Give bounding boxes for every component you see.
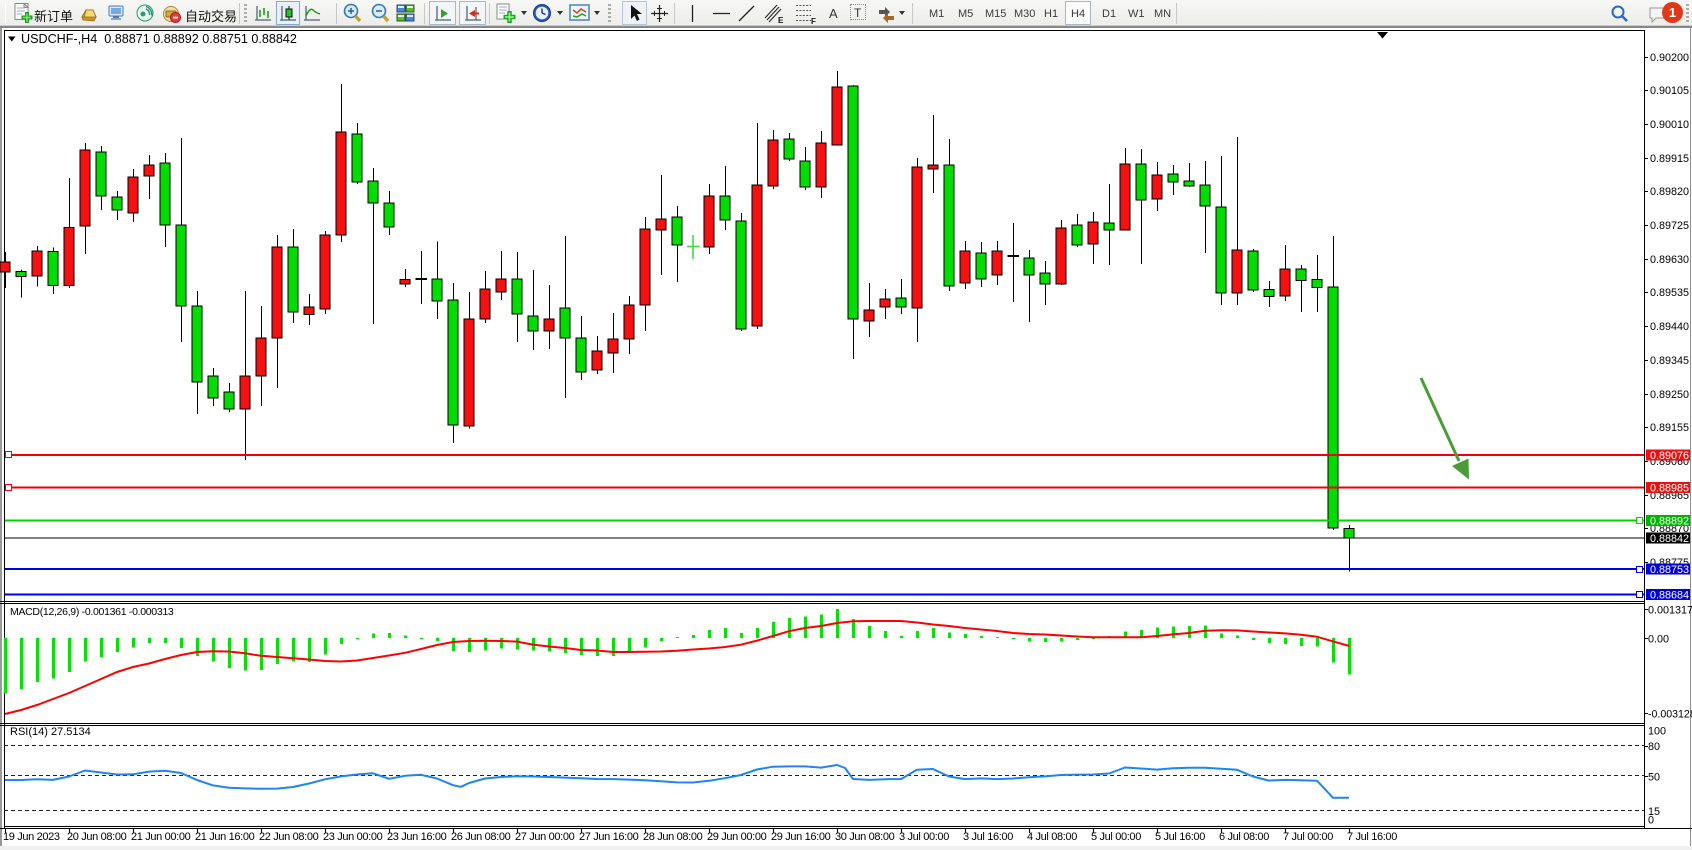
svg-text:15: 15 xyxy=(1648,806,1660,818)
svg-text:0.89440: 0.89440 xyxy=(1650,321,1689,333)
svg-text:0.88842: 0.88842 xyxy=(1650,533,1689,545)
svg-text:5 Jul 00:00: 5 Jul 00:00 xyxy=(1091,831,1141,843)
svg-text:4 Jul 08:00: 4 Jul 08:00 xyxy=(1027,831,1077,843)
svg-text:RSI(14) 27.5134: RSI(14) 27.5134 xyxy=(10,726,91,738)
svg-text:3 Jul 00:00: 3 Jul 00:00 xyxy=(899,831,949,843)
svg-text:0.89076: 0.89076 xyxy=(1650,450,1689,462)
svg-text:27 Jun 16:00: 27 Jun 16:00 xyxy=(579,831,639,843)
svg-text:5 Jul 16:00: 5 Jul 16:00 xyxy=(1155,831,1205,843)
svg-text:27 Jun 00:00: 27 Jun 00:00 xyxy=(515,831,575,843)
svg-text:23 Jun 00:00: 23 Jun 00:00 xyxy=(323,831,383,843)
svg-text:80: 80 xyxy=(1648,741,1660,753)
svg-text:0.90200: 0.90200 xyxy=(1650,52,1689,64)
svg-text:MACD(12,26,9) -0.001361 -0.000: MACD(12,26,9) -0.001361 -0.000313 xyxy=(10,606,174,618)
svg-text:0.89630: 0.89630 xyxy=(1650,254,1689,266)
svg-text:0.90105: 0.90105 xyxy=(1650,85,1689,97)
svg-text:0.88753: 0.88753 xyxy=(1650,564,1689,576)
svg-text:E: E xyxy=(778,16,784,25)
svg-text:0: 0 xyxy=(1648,814,1654,826)
svg-text:20 Jun 08:00: 20 Jun 08:00 xyxy=(67,831,127,843)
svg-text:0.88892: 0.88892 xyxy=(1650,516,1689,528)
svg-text:0.89915: 0.89915 xyxy=(1650,153,1689,165)
svg-text:0.001317: 0.001317 xyxy=(1648,605,1692,617)
svg-text:0.89725: 0.89725 xyxy=(1650,220,1689,232)
svg-text:19 Jun 2023: 19 Jun 2023 xyxy=(3,831,60,843)
svg-text:7 Jul 16:00: 7 Jul 16:00 xyxy=(1347,831,1397,843)
svg-text:29 Jun 00:00: 29 Jun 00:00 xyxy=(707,831,767,843)
svg-text:3 Jul 16:00: 3 Jul 16:00 xyxy=(963,831,1013,843)
svg-text:6 Jul 08:00: 6 Jul 08:00 xyxy=(1219,831,1269,843)
svg-text:21 Jun 00:00: 21 Jun 00:00 xyxy=(131,831,191,843)
svg-text:23 Jun 16:00: 23 Jun 16:00 xyxy=(387,831,447,843)
svg-text:7 Jul 00:00: 7 Jul 00:00 xyxy=(1283,831,1333,843)
svg-text:30 Jun 08:00: 30 Jun 08:00 xyxy=(835,831,895,843)
svg-text:22 Jun 08:00: 22 Jun 08:00 xyxy=(259,831,319,843)
svg-text:28 Jun 08:00: 28 Jun 08:00 xyxy=(643,831,703,843)
svg-text:0.88684: 0.88684 xyxy=(1650,590,1689,602)
svg-text:29 Jun 16:00: 29 Jun 16:00 xyxy=(771,831,831,843)
svg-text:0.00: 0.00 xyxy=(1648,634,1669,646)
svg-text:0.90010: 0.90010 xyxy=(1650,119,1689,131)
svg-text:F: F xyxy=(811,17,816,25)
svg-text:USDCHF-,H4 0.88871 0.88892 0.: USDCHF-,H4 0.88871 0.88892 0.88751 0.888… xyxy=(21,32,297,46)
svg-text:0.88985: 0.88985 xyxy=(1650,483,1689,495)
svg-text:21 Jun 16:00: 21 Jun 16:00 xyxy=(195,831,255,843)
svg-text:0.89250: 0.89250 xyxy=(1650,389,1689,401)
svg-text:0.89345: 0.89345 xyxy=(1650,355,1689,367)
svg-text:0.89155: 0.89155 xyxy=(1650,422,1689,434)
svg-text:50: 50 xyxy=(1648,771,1660,783)
svg-text:-0.003128: -0.003128 xyxy=(1648,709,1692,721)
svg-text:100: 100 xyxy=(1648,725,1666,737)
svg-text:0.89820: 0.89820 xyxy=(1650,186,1689,198)
svg-text:26 Jun 08:00: 26 Jun 08:00 xyxy=(451,831,511,843)
svg-text:0.89535: 0.89535 xyxy=(1650,287,1689,299)
